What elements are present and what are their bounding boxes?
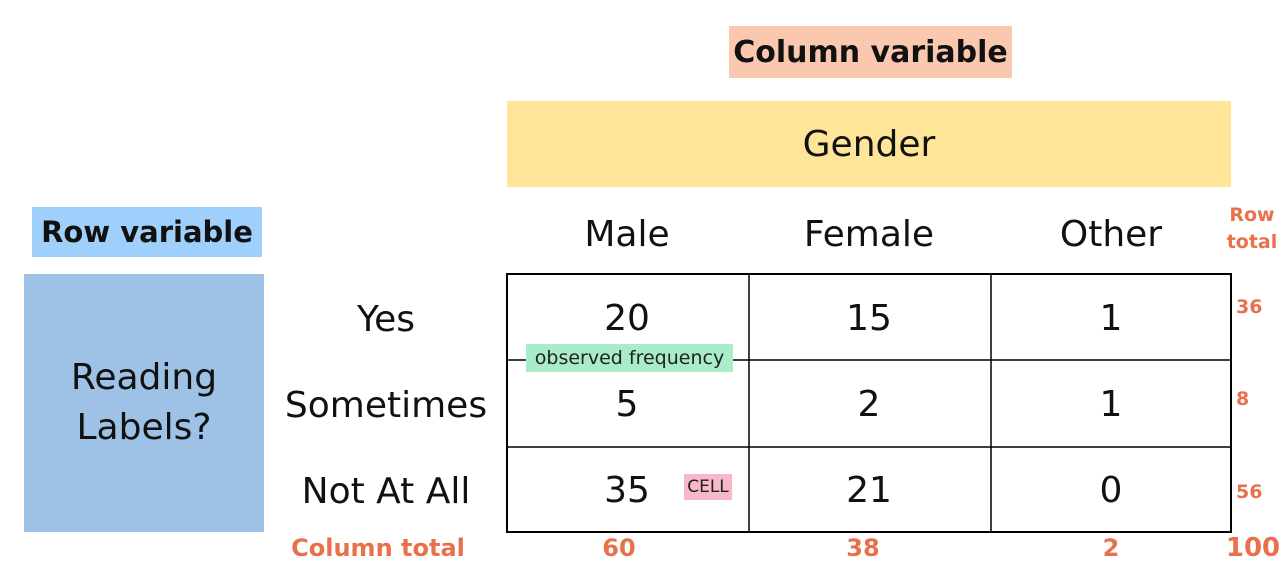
table-cell: 20 <box>604 297 650 339</box>
column-total-other: 2 <box>1102 534 1120 562</box>
grand-total: 100 <box>1225 533 1280 563</box>
column-header-other: Other <box>1059 213 1163 255</box>
table-cell: 1 <box>1099 297 1123 339</box>
column-header-female: Female <box>803 213 935 255</box>
table-cell: 21 <box>846 469 892 511</box>
row-header-yes: Yes <box>356 298 416 340</box>
row-header-sometimes: Sometimes <box>284 384 488 426</box>
table-grid-lines <box>506 273 1232 533</box>
table-cell: 2 <box>857 383 881 425</box>
row-total-title-line1: Row <box>1229 204 1275 226</box>
row-variable-name-line1: Reading <box>70 357 218 398</box>
column-variable-label: Column variable <box>729 26 1012 78</box>
row-total-yes: 36 <box>1236 296 1263 318</box>
row-header-not-at-all: Not At All <box>301 470 471 512</box>
row-total-title-line2: total <box>1226 231 1278 253</box>
cell-annotation: CELL <box>684 474 732 500</box>
table-cell: 15 <box>846 297 892 339</box>
observed-frequency-annotation: observed frequency <box>526 344 733 372</box>
row-total-title: Row total <box>1226 202 1278 256</box>
column-total-male: 60 <box>602 534 636 562</box>
table-cell: 0 <box>1099 469 1123 511</box>
row-total-not-at-all: 56 <box>1236 481 1263 503</box>
frequency-table: 20 15 1 5 2 1 35 21 0 <box>506 273 1232 533</box>
table-cell: 1 <box>1099 383 1123 425</box>
row-variable-name: Reading Labels? <box>24 274 264 532</box>
table-cell: 5 <box>615 383 639 425</box>
table-cell: 35 <box>604 469 650 511</box>
column-variable-name: Gender <box>507 101 1231 187</box>
row-variable-name-line2: Labels? <box>76 407 212 448</box>
row-variable-label: Row variable <box>32 207 262 257</box>
column-total-title: Column total <box>291 534 465 562</box>
column-header-male: Male <box>584 213 670 255</box>
row-total-sometimes: 8 <box>1236 388 1250 410</box>
column-total-female: 38 <box>846 534 880 562</box>
